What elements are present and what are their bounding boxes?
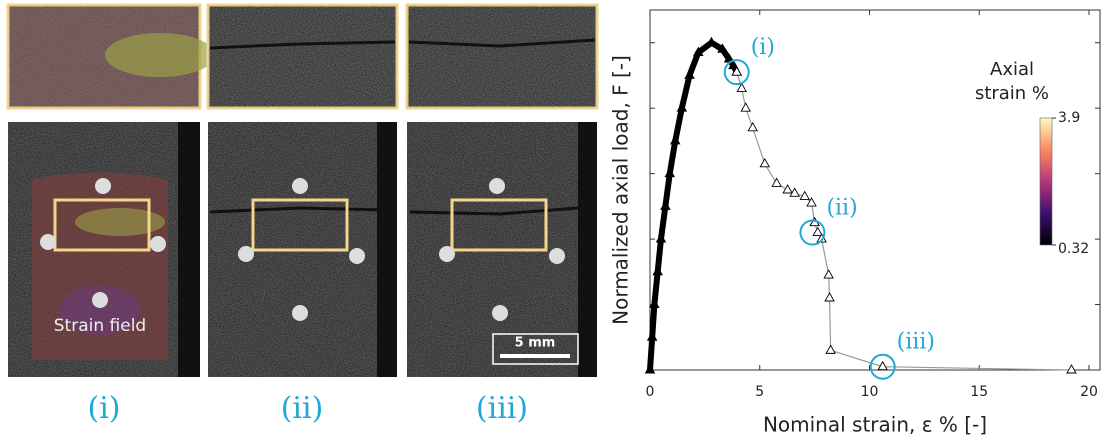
point: [717, 43, 728, 53]
point: [644, 364, 656, 374]
annotation-label: (iii): [897, 330, 935, 355]
point: [825, 344, 836, 354]
series-line: [647, 39, 740, 371]
point: [652, 265, 663, 276]
series-line: [736, 72, 1072, 371]
annotation-circle: [869, 353, 896, 380]
point: [669, 134, 681, 145]
colorbar-title: Axial: [990, 59, 1034, 80]
caption: (iii): [476, 391, 528, 426]
point: [877, 360, 888, 371]
colorbar-title: strain %: [975, 83, 1049, 104]
caption: (i): [87, 391, 120, 426]
y-axis-label: Normalized axial load, F [-]: [609, 55, 633, 325]
point: [740, 102, 751, 112]
colorbar-label: 3.9: [1058, 110, 1080, 126]
point: [684, 69, 695, 79]
point: [812, 226, 823, 236]
point: [664, 167, 676, 178]
x-tick-label: 0: [646, 384, 655, 400]
plot-frame: [649, 9, 1101, 371]
point: [806, 197, 817, 207]
point: [771, 177, 782, 187]
point: [759, 157, 771, 168]
point: [823, 269, 834, 279]
scale-bar-label: 5 mm: [515, 336, 556, 351]
annotation-label: (ii): [826, 196, 857, 221]
point: [736, 82, 748, 92]
point: [824, 292, 835, 302]
point: [646, 331, 658, 341]
point: [799, 190, 811, 200]
point: [789, 187, 800, 197]
point: [1066, 364, 1077, 374]
point: [706, 36, 717, 47]
colorbar: [1039, 117, 1053, 246]
point: [728, 59, 739, 70]
point: [731, 66, 742, 76]
images: Strain field 5 mm (i) (ii) (iii): [6, 3, 599, 426]
x-axis-label: Nominal strain, ε % [-]: [763, 413, 987, 437]
annotation-circle: [799, 219, 826, 246]
x-tick-label: 5: [755, 384, 764, 400]
x-tick-label: 10: [861, 384, 879, 400]
point: [676, 102, 688, 112]
chart: 0 5 10 15 20 Nominal strain, ε % [-] Normalize…: [609, 9, 1101, 437]
x-tick-label: 15: [970, 384, 988, 400]
point: [660, 200, 671, 210]
annotation-circle: [723, 59, 750, 86]
point: [655, 233, 667, 243]
x-tick-label: 20: [1080, 384, 1098, 400]
caption: (ii): [281, 391, 324, 426]
point: [747, 121, 759, 132]
colorbar-label: 0.32: [1058, 241, 1089, 257]
overlay-label: Strain field: [54, 316, 146, 336]
point: [782, 184, 793, 194]
point: [649, 298, 660, 308]
annotation-label: (i): [751, 35, 775, 60]
point: [693, 46, 704, 56]
